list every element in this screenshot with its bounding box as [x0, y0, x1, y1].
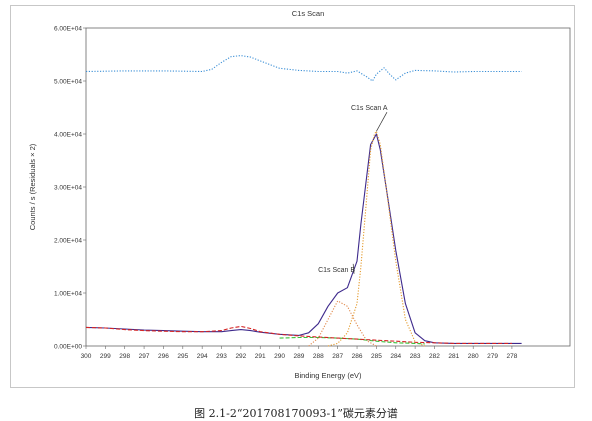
annotation-leader — [352, 263, 355, 274]
x-tick-label: 280 — [468, 353, 479, 360]
y-axis-label: Counts / s (Residuals × 2) — [28, 143, 37, 230]
series-line-3 — [327, 130, 426, 347]
y-tick-label: 4.00E+04 — [54, 131, 82, 138]
x-tick-label: 292 — [235, 353, 246, 360]
x-tick-label: 297 — [139, 353, 150, 360]
y-tick-label: 3.00E+04 — [54, 184, 82, 191]
y-tick-label: 2.00E+04 — [54, 237, 82, 244]
y-tick-label: 6.00E+04 — [54, 25, 82, 32]
x-tick-labels: 300 299 298 297 296 295 294 293 292 291 290 289 288 2… — [81, 346, 518, 360]
y-tick-label: 1.00E+04 — [54, 290, 82, 297]
x-tick-label: 287 — [332, 353, 343, 360]
annotation-label: C1s Scan A — [351, 105, 388, 112]
x-tick-label: 295 — [177, 353, 188, 360]
x-axis-label: Binding Energy (eV) — [294, 371, 362, 380]
series-line-6 — [85, 325, 512, 344]
x-tick-label: 290 — [274, 353, 285, 360]
figure-frame — [10, 5, 575, 388]
annotation-leader — [376, 111, 388, 132]
plot-area — [85, 27, 571, 347]
x-tick-label: 296 — [158, 353, 169, 360]
x-tick-label: 293 — [216, 353, 227, 360]
y-tick-label: 5.00E+04 — [54, 78, 82, 85]
figure-caption: 图 2.1-2“201708170093-1”碳元素分谱 — [194, 407, 398, 420]
x-tick-label: 299 — [100, 353, 111, 360]
series-line-2 — [85, 133, 522, 344]
x-tick-label: 289 — [294, 353, 305, 360]
x-tick-label: 294 — [197, 353, 208, 360]
annotation-label: C1s Scan B — [318, 267, 355, 274]
series-line-1 — [85, 55, 522, 82]
series-lines — [85, 55, 522, 347]
annotations: C1s Scan A C1s Scan B — [318, 105, 388, 274]
x-tick-label: 279 — [487, 353, 498, 360]
x-tick-label: 300 — [81, 353, 92, 360]
x-tick-label: 286 — [352, 353, 363, 360]
y-tick-label: 0.00E+00 — [54, 343, 82, 350]
chart-title: C1s Scan — [292, 9, 325, 18]
x-tick-label: 298 — [119, 353, 130, 360]
x-tick-label: 288 — [313, 353, 324, 360]
x-tick-label: 278 — [506, 353, 517, 360]
series-line-4 — [308, 300, 377, 347]
x-tick-label: 291 — [255, 353, 266, 360]
x-tick-label: 283 — [410, 353, 421, 360]
y-tick-labels: 0.00E+00 1.00E+04 2.00E+04 3.00E+04 4.00E+04… — [54, 25, 86, 350]
x-tick-label: 282 — [429, 353, 440, 360]
x-tick-label: 285 — [371, 353, 382, 360]
series-line-5 — [279, 336, 425, 345]
x-tick-label: 284 — [390, 353, 401, 360]
x-tick-label: 281 — [448, 353, 459, 360]
